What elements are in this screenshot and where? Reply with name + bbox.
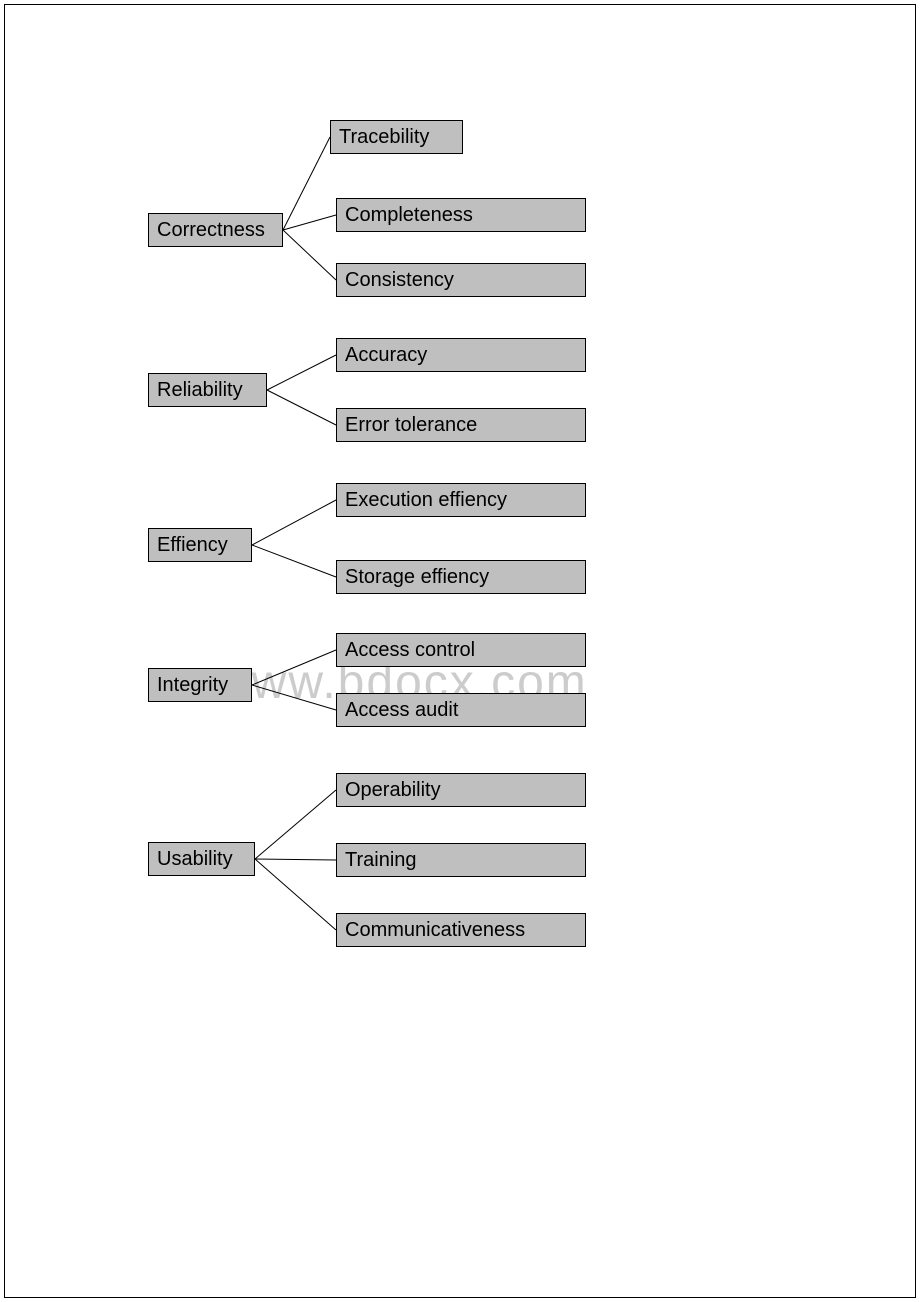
node-accuracy: Accuracy — [336, 338, 586, 372]
node-access-audit: Access audit — [336, 693, 586, 727]
quality-tree-diagram: www.bdocx.com Correctness Reliability Ef… — [0, 0, 920, 1302]
node-reliability: Reliability — [148, 373, 267, 407]
node-consistency: Consistency — [336, 263, 586, 297]
node-execution-effiency: Execution effiency — [336, 483, 586, 517]
node-correctness: Correctness — [148, 213, 283, 247]
node-usability: Usability — [148, 842, 255, 876]
node-communicativeness: Communicativeness — [336, 913, 586, 947]
node-effiency: Effiency — [148, 528, 252, 562]
node-operability: Operability — [336, 773, 586, 807]
node-storage-effiency: Storage effiency — [336, 560, 586, 594]
node-integrity: Integrity — [148, 668, 252, 702]
node-error-tolerance: Error tolerance — [336, 408, 586, 442]
node-tracebility: Tracebility — [330, 120, 463, 154]
node-training: Training — [336, 843, 586, 877]
node-access-control: Access control — [336, 633, 586, 667]
node-completeness: Completeness — [336, 198, 586, 232]
